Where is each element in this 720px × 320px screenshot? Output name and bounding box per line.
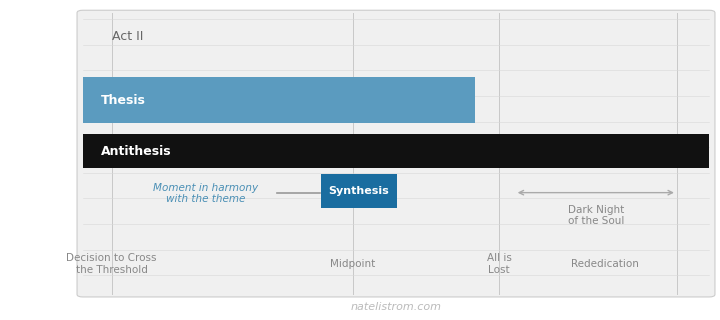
Text: Synthesis: Synthesis bbox=[328, 186, 390, 196]
Text: Decision to Cross
the Threshold: Decision to Cross the Threshold bbox=[66, 253, 157, 275]
Text: Act II: Act II bbox=[112, 30, 143, 43]
Text: natelistrom.com: natelistrom.com bbox=[351, 302, 441, 312]
Text: All is
Lost: All is Lost bbox=[487, 253, 511, 275]
Bar bbox=[83, 134, 709, 168]
Text: Rededication: Rededication bbox=[571, 259, 639, 269]
Text: Thesis: Thesis bbox=[101, 93, 145, 107]
Text: Dark Night
of the Soul: Dark Night of the Soul bbox=[568, 205, 624, 227]
Text: Moment in harmony
with the theme: Moment in harmony with the theme bbox=[153, 183, 258, 204]
Text: Antithesis: Antithesis bbox=[101, 145, 171, 158]
FancyBboxPatch shape bbox=[77, 10, 715, 297]
Bar bbox=[83, 77, 475, 123]
Bar bbox=[321, 174, 397, 208]
Text: Midpoint: Midpoint bbox=[330, 259, 375, 269]
